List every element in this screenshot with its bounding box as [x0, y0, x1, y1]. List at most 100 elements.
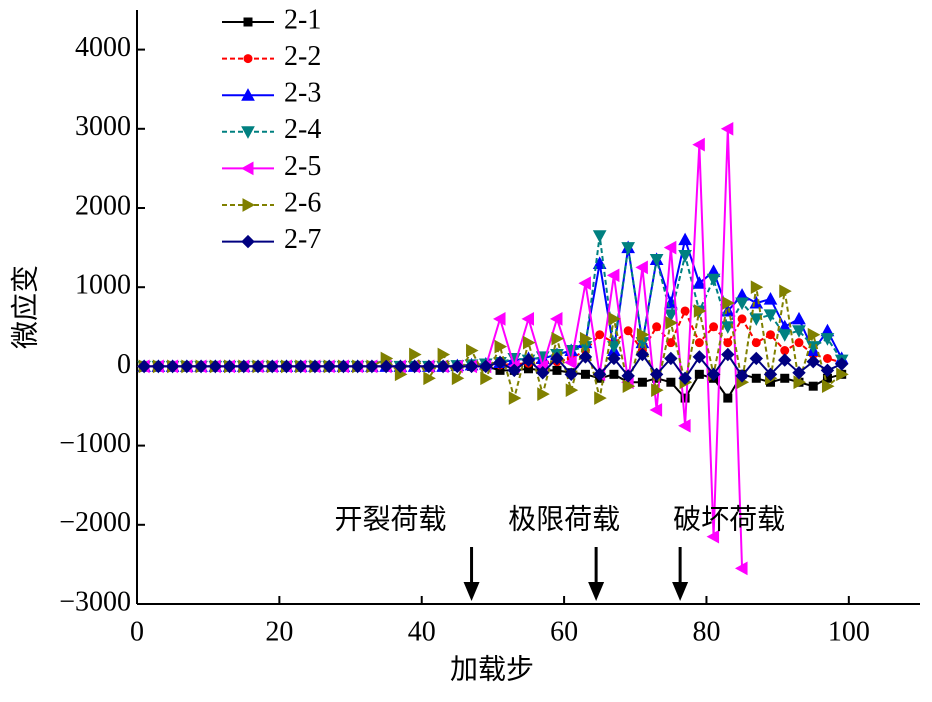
- marker: [607, 351, 621, 366]
- marker: [721, 347, 735, 362]
- marker: [422, 359, 436, 374]
- marker: [608, 312, 621, 326]
- marker: [678, 232, 692, 246]
- marker: [592, 367, 607, 382]
- marker: [723, 393, 733, 403]
- x-tick-label: 20: [265, 616, 293, 647]
- marker: [720, 121, 734, 136]
- marker: [407, 359, 422, 374]
- x-tick-label: 40: [408, 616, 436, 647]
- marker: [594, 391, 607, 405]
- marker: [706, 529, 720, 544]
- marker: [750, 280, 764, 295]
- marker: [492, 312, 506, 326]
- annotation: 破坏荷载: [673, 503, 785, 535]
- legend-marker: [242, 198, 256, 212]
- marker: [649, 253, 664, 267]
- x-tick-label: 0: [130, 616, 144, 647]
- marker: [749, 313, 764, 326]
- marker: [820, 333, 835, 346]
- y-tick-label: 4000: [75, 32, 131, 63]
- marker: [565, 383, 579, 398]
- legend-marker: [241, 234, 255, 249]
- marker: [763, 309, 778, 322]
- marker: [792, 366, 806, 380]
- marker: [165, 359, 180, 374]
- marker: [621, 369, 635, 383]
- marker: [336, 359, 351, 374]
- legend-label: 2-7: [284, 224, 321, 255]
- marker: [680, 393, 690, 403]
- marker: [763, 292, 778, 305]
- marker: [592, 230, 607, 243]
- legend-marker: [243, 54, 253, 64]
- marker: [451, 371, 465, 386]
- marker: [436, 359, 450, 374]
- marker: [536, 366, 550, 380]
- marker: [409, 347, 422, 362]
- marker: [836, 367, 849, 382]
- marker: [749, 351, 763, 366]
- marker: [607, 341, 621, 354]
- marker: [494, 339, 508, 354]
- marker: [137, 359, 151, 374]
- marker: [793, 375, 807, 390]
- marker: [564, 355, 577, 370]
- marker: [507, 363, 521, 378]
- marker: [678, 418, 691, 433]
- marker: [579, 331, 593, 346]
- x-tick-label: 60: [550, 616, 578, 647]
- marker: [777, 329, 792, 342]
- marker: [521, 312, 534, 326]
- marker: [523, 335, 536, 350]
- marker: [635, 347, 650, 362]
- annotation-arrowhead: [672, 582, 689, 601]
- marker: [737, 314, 747, 324]
- marker: [479, 359, 493, 374]
- marker: [550, 351, 564, 366]
- marker: [666, 377, 676, 387]
- marker: [664, 351, 678, 366]
- marker: [792, 325, 806, 338]
- legend-label: 2-1: [284, 4, 321, 35]
- marker: [722, 296, 735, 310]
- y-tick-label: 3000: [75, 111, 131, 142]
- marker: [821, 379, 835, 394]
- y-tick-label: −3000: [59, 586, 131, 617]
- marker: [751, 338, 761, 348]
- marker: [834, 357, 849, 371]
- marker: [237, 359, 251, 374]
- marker: [265, 359, 279, 374]
- marker: [652, 322, 662, 332]
- marker: [792, 311, 806, 325]
- marker: [694, 338, 704, 348]
- marker: [466, 343, 479, 358]
- marker: [735, 561, 748, 576]
- series-line: [144, 235, 843, 368]
- marker: [552, 365, 562, 375]
- marker: [595, 330, 605, 340]
- legend-marker: [240, 161, 254, 176]
- series: [139, 306, 847, 371]
- marker: [194, 359, 208, 374]
- marker: [609, 369, 619, 379]
- marker: [649, 403, 663, 417]
- marker: [751, 373, 761, 383]
- series-line: [144, 128, 744, 569]
- marker: [680, 306, 690, 316]
- y-tick-label: −1000: [59, 428, 131, 459]
- marker: [779, 284, 792, 299]
- legend-label: 2-3: [284, 78, 321, 109]
- legend-label: 2-5: [284, 151, 321, 182]
- marker: [537, 387, 550, 401]
- marker: [621, 242, 635, 255]
- marker: [437, 347, 451, 362]
- marker: [735, 369, 749, 383]
- marker: [251, 359, 265, 374]
- marker: [706, 273, 721, 287]
- marker: [723, 338, 733, 348]
- marker: [678, 371, 692, 385]
- marker: [709, 322, 719, 332]
- x-tick-label: 80: [692, 616, 720, 647]
- marker: [794, 338, 804, 348]
